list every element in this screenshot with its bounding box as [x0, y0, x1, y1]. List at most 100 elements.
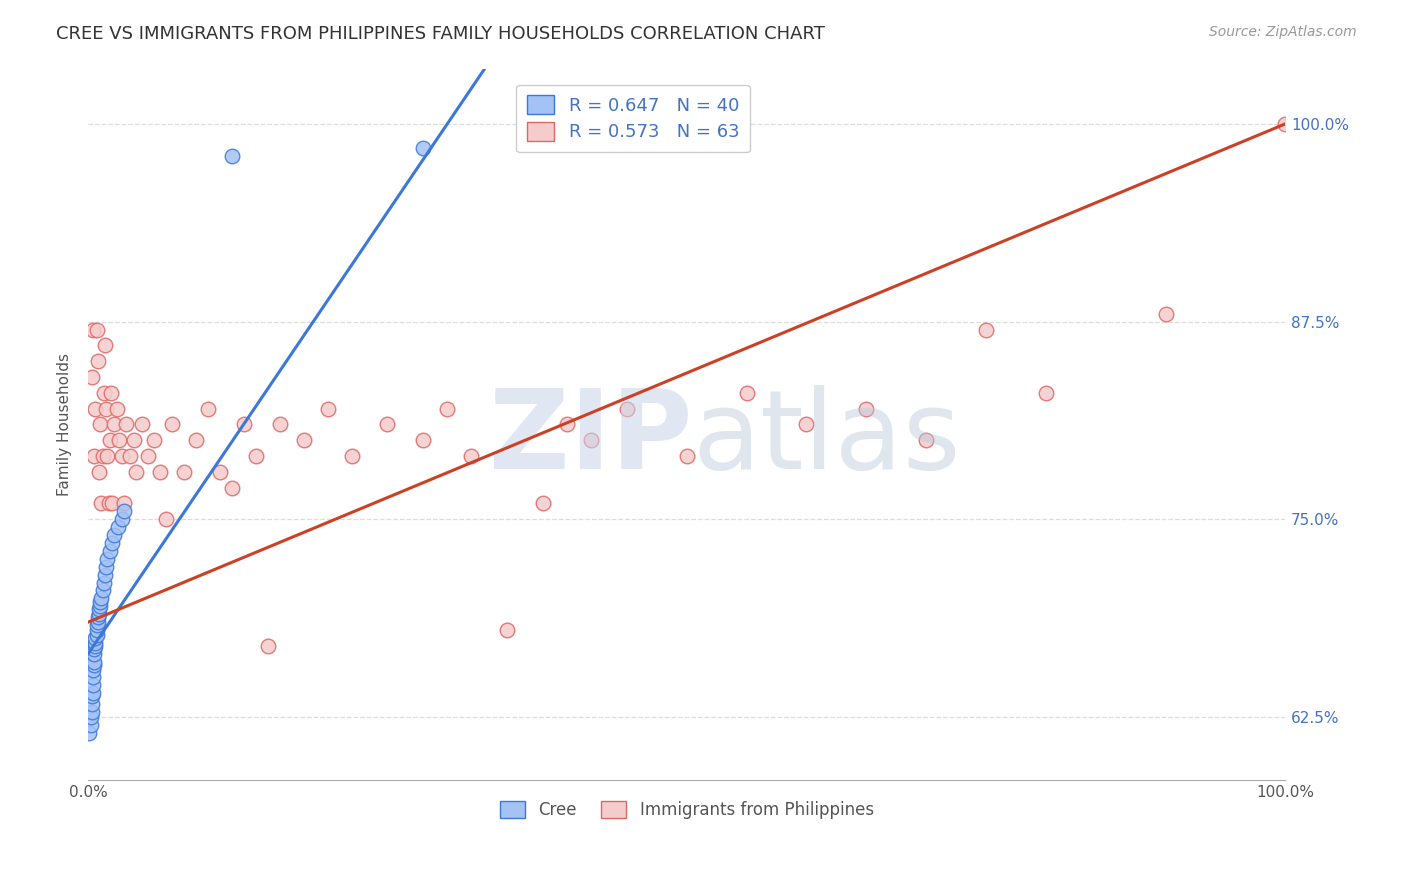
Point [675, 449, 697, 463]
Point [155, 512, 177, 526]
Point [125, 465, 148, 479]
Point [87, 465, 110, 479]
Point [86, 618, 108, 632]
Point [80, 706, 103, 720]
Point [112, 496, 135, 510]
Point [89, 594, 111, 608]
Point [111, 512, 134, 526]
Point [80, 370, 103, 384]
Point [115, 417, 138, 432]
Point [101, 496, 124, 510]
Point [160, 417, 183, 432]
Point [735, 385, 758, 400]
Point [83, 655, 105, 669]
Point [91, 583, 114, 598]
Point [83, 642, 105, 657]
Point [80, 698, 103, 712]
Point [97, 496, 120, 510]
Point [98, 544, 121, 558]
Point [149, 465, 172, 479]
Point [94, 401, 117, 416]
Point [87, 610, 110, 624]
Text: atlas: atlas [693, 385, 962, 492]
Point [122, 434, 145, 448]
Point [232, 417, 254, 432]
Point [436, 401, 458, 416]
Point [82, 671, 104, 685]
Point [87, 602, 110, 616]
Point [79, 726, 101, 740]
Point [90, 496, 112, 510]
Point [86, 623, 108, 637]
Point [616, 401, 638, 416]
Point [173, 465, 195, 479]
Point [184, 434, 207, 448]
Point [93, 575, 115, 590]
Point [579, 434, 602, 448]
Point [101, 536, 124, 550]
Point [256, 639, 278, 653]
Point [87, 607, 110, 622]
Point [340, 449, 363, 463]
Point [96, 449, 118, 463]
Point [108, 434, 131, 448]
Point [98, 434, 121, 448]
Text: Source: ZipAtlas.com: Source: ZipAtlas.com [1209, 25, 1357, 39]
Text: ZIP: ZIP [489, 385, 693, 492]
Point [131, 417, 153, 432]
Point [94, 338, 117, 352]
Point [100, 385, 122, 400]
Point [82, 678, 104, 692]
Point [87, 615, 110, 629]
Point [412, 140, 434, 154]
Point [915, 434, 938, 448]
Point [82, 322, 104, 336]
Point [1154, 307, 1177, 321]
Point [245, 449, 267, 463]
Point [80, 690, 103, 704]
Point [93, 385, 115, 400]
Point [1274, 117, 1296, 131]
Point [412, 434, 434, 448]
Point [103, 417, 125, 432]
Point [103, 528, 125, 542]
Point [94, 567, 117, 582]
Point [83, 657, 105, 672]
Point [269, 417, 291, 432]
Point [460, 449, 482, 463]
Point [221, 481, 243, 495]
Point [84, 639, 107, 653]
Y-axis label: Family Households: Family Households [58, 353, 72, 496]
Point [316, 401, 339, 416]
Point [96, 552, 118, 566]
Point [105, 401, 128, 416]
Point [855, 401, 877, 416]
Point [84, 401, 107, 416]
Point [83, 647, 105, 661]
Point [136, 449, 159, 463]
Point [79, 710, 101, 724]
Point [79, 718, 101, 732]
Point [496, 623, 519, 637]
Point [111, 449, 134, 463]
Point [531, 496, 554, 510]
Point [84, 631, 107, 645]
Point [118, 449, 141, 463]
Point [107, 520, 129, 534]
Point [86, 628, 108, 642]
Point [87, 354, 110, 368]
Point [89, 417, 111, 432]
Point [83, 449, 105, 463]
Point [143, 434, 166, 448]
Point [292, 434, 315, 448]
Point [208, 465, 231, 479]
Point [94, 559, 117, 574]
Point [82, 686, 104, 700]
Point [974, 322, 997, 336]
Point [86, 322, 108, 336]
Point [91, 449, 114, 463]
Point [221, 148, 243, 162]
Point [90, 591, 112, 606]
Point [197, 401, 219, 416]
Point [84, 636, 107, 650]
